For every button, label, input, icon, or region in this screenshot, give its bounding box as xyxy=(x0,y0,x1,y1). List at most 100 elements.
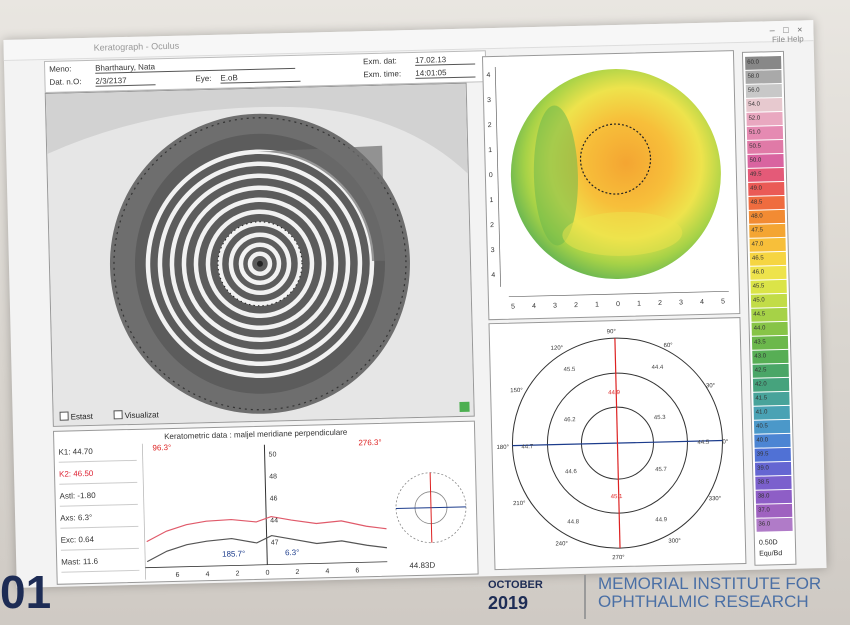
topo-y-tick: 2 xyxy=(488,122,492,129)
scale-step: 47.0 xyxy=(749,237,786,252)
polar-value-label: 44.6 xyxy=(565,469,577,475)
scale-step: 43.5 xyxy=(751,335,789,350)
graph-y-tick: 46 xyxy=(270,495,278,502)
polar-value-label: 44.4 xyxy=(652,365,664,371)
scale-step: 50.0 xyxy=(747,153,784,168)
polar-angle-label: 150° xyxy=(510,388,523,394)
scale-step: 56.0 xyxy=(745,83,783,98)
topography-map: 5 4 3 2 1 0 1 2 3 4 5 4 3 2 1 0 1 2 3 4 xyxy=(486,66,729,311)
footer-divider xyxy=(584,575,586,619)
polar-value-label: 45.1 xyxy=(611,494,623,500)
polar-value-label: 44.7 xyxy=(521,444,533,450)
event-number: 01 xyxy=(0,566,52,618)
polar-angle-label: 330° xyxy=(709,496,722,502)
scale-step: 58.0 xyxy=(745,69,782,84)
footer-year: 2019 xyxy=(488,593,529,613)
scale-step: 49.0 xyxy=(748,181,785,196)
eye-placido-image xyxy=(45,83,474,426)
topo-x-tick: 5 xyxy=(511,304,515,311)
checkbox-visualizat[interactable]: Visualizat xyxy=(113,409,159,420)
scale-step: 44.5 xyxy=(751,307,788,322)
institute-line-2: OPHTHALMIC RESEARCH xyxy=(598,592,809,611)
scale-step: 60.0 xyxy=(745,55,782,70)
scale-step: 46.5 xyxy=(749,251,787,266)
scale-step: 43.0 xyxy=(752,349,789,364)
scale-step: 49.5 xyxy=(747,167,785,182)
blue-angle-right: 6.3° xyxy=(284,547,300,558)
graph-x-tick: 2 xyxy=(235,570,239,577)
scale-step: 42.5 xyxy=(752,363,789,378)
eye-label: Eye: xyxy=(195,73,212,84)
scale-step: 45.0 xyxy=(750,293,788,308)
color-scale: 60.0 58.0 56.0 54.0 52.0 51.0 50.5 50.0 49.5 49.0… xyxy=(741,50,797,566)
scale-step: 48.5 xyxy=(748,195,785,210)
red-angle-left: 96.3° xyxy=(152,443,172,453)
topo-y-tick: 1 xyxy=(489,197,493,204)
graph-y-tick: 44 xyxy=(270,517,278,524)
menu-bar[interactable]: File Help xyxy=(771,34,804,45)
blue-angle-left: 185.7° xyxy=(221,549,246,559)
topo-x-tick: 1 xyxy=(595,302,599,309)
polar-angle-label: 30° xyxy=(706,383,716,389)
name-field[interactable]: Bharthaury, Nata xyxy=(95,58,296,74)
polar-plot-panel: 90° 120° 150° 180° 210° 240° 270° 300° 330° 0° 30°… xyxy=(488,317,747,571)
scale-type-label[interactable]: Equ/Bd xyxy=(759,550,783,558)
exam-date-label: Exm. dat: xyxy=(362,56,397,67)
polar-value-label: 44.9 xyxy=(655,517,667,523)
graph-y-tick: 47 xyxy=(271,539,279,546)
topo-y-tick: 1 xyxy=(488,147,492,154)
scale-step: 40.5 xyxy=(753,419,791,434)
checkbox-estast-label: Estast xyxy=(70,411,93,422)
eye-field[interactable]: E.oB xyxy=(220,71,301,84)
polar-angle-label: 210° xyxy=(513,501,526,507)
scale-step: 39.0 xyxy=(754,461,792,476)
polar-angle-label: 180° xyxy=(496,445,509,451)
exam-time-field[interactable]: 14:01:05 xyxy=(415,67,476,79)
polar-value-label: 44.5 xyxy=(697,440,709,446)
scale-step: 54.0 xyxy=(746,97,783,112)
exam-date-field[interactable]: 17.02.13 xyxy=(414,54,476,66)
polar-value-label: 45.5 xyxy=(564,367,576,373)
topo-x-tick: 3 xyxy=(553,303,557,310)
topo-y-tick: 2 xyxy=(490,222,494,229)
polar-angle-label: 300° xyxy=(668,538,681,544)
graph-x-tick: 4 xyxy=(325,568,329,575)
slide-footer: 01 OCTOBER 2019 MEMORIAL INSTITUTE FOR O… xyxy=(0,565,850,625)
topo-x-tick: 1 xyxy=(637,300,641,307)
graph-y-tick: 48 xyxy=(269,473,277,480)
topo-x-tick: 4 xyxy=(700,299,704,306)
keratometry-panel: Keratometric data : maljel meridiane per… xyxy=(52,420,479,585)
graph-y-tick: 50 xyxy=(269,451,277,458)
scale-step: 36.0 xyxy=(756,517,793,532)
scale-step: 42.0 xyxy=(752,377,790,392)
name-label: Meno: xyxy=(49,64,72,74)
scale-step: 48.0 xyxy=(748,209,786,224)
topo-x-tick: 0 xyxy=(616,301,620,308)
scale-step: 38.5 xyxy=(755,475,792,490)
red-angle-right: 276.3° xyxy=(358,437,382,448)
checkbox-estast[interactable]: Estast xyxy=(59,411,93,422)
topo-y-tick: 4 xyxy=(486,72,490,79)
graph-x-tick: 2 xyxy=(295,569,299,576)
polar-angle-label: 0° xyxy=(722,439,728,445)
topo-x-tick: 2 xyxy=(574,302,578,309)
scale-step: 39.5 xyxy=(754,447,791,462)
polar-plot: 90° 120° 150° 180° 210° 240° 270° 300° 330° 0° 30°… xyxy=(496,329,728,561)
exam-time-label: Exm. time: xyxy=(363,69,402,80)
dob-field[interactable]: 2/3/2137 xyxy=(95,75,156,87)
graph-x-tick: 6 xyxy=(175,572,179,579)
scale-step: 41.0 xyxy=(753,405,790,420)
polar-angle-label: 120° xyxy=(551,346,564,352)
polar-angle-label: 240° xyxy=(555,541,568,547)
scale-step: 46.0 xyxy=(750,265,787,280)
scale-step: 47.5 xyxy=(749,223,786,238)
scale-step: 52.0 xyxy=(746,111,783,126)
dob-label: Dat. n.O: xyxy=(49,77,82,87)
graph-x-tick: 6 xyxy=(355,567,359,574)
topo-x-tick: 2 xyxy=(658,300,662,307)
polar-value-label: 44.8 xyxy=(567,519,579,525)
scale-step: 45.5 xyxy=(750,279,787,294)
graph-x-tick: 4 xyxy=(205,571,209,578)
polar-value-label: 46.2 xyxy=(564,417,576,423)
topo-y-tick: 3 xyxy=(487,97,491,104)
